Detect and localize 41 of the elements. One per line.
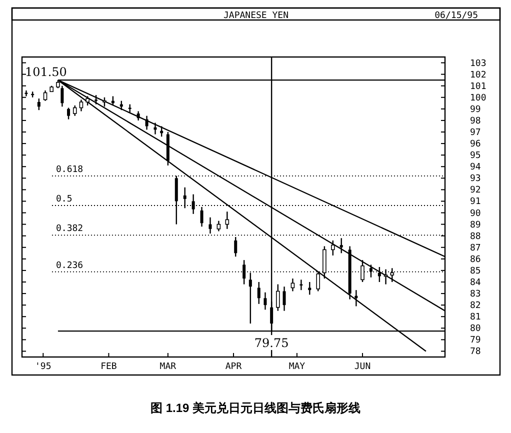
level-label: 0.236 [56, 260, 84, 271]
x-tick-label: '95 [35, 362, 52, 372]
caption: 图 1.19 美元兑日元日线图与费氏扇形线 [150, 401, 361, 415]
level-label: 0.618 [56, 164, 84, 175]
x-tick-label: MAY [288, 362, 306, 372]
chart-title: JAPANESE YEN [223, 11, 289, 21]
chart-subtitle: 06/15/95 [434, 11, 478, 21]
y-tick-label: 102 [470, 70, 486, 80]
level-label: 0.5 [56, 194, 72, 204]
x-tick-label: MAR [160, 362, 177, 372]
y-tick-label: 95 [470, 151, 481, 162]
y-tick-label: 79 [470, 336, 481, 346]
y-tick-label: 81 [470, 312, 481, 323]
x-tick-label: JUN [354, 362, 371, 372]
y-tick-label: 85 [470, 266, 481, 276]
x-tick-label: FEB [100, 362, 117, 372]
x-tick-label: APR [225, 362, 242, 372]
y-tick-label: 89 [470, 220, 481, 230]
y-tick-label: 80 [470, 324, 481, 334]
y-tick-label: 93 [470, 174, 481, 184]
y-tick-label: 82 [470, 301, 481, 312]
y-tick-label: 91 [470, 197, 481, 208]
y-tick-label: 88 [470, 232, 481, 242]
y-tick-label: 103 [470, 58, 486, 69]
y-tick-label: 83 [470, 290, 481, 300]
y-tick-label: 101 [470, 82, 486, 92]
y-tick-label: 87 [470, 243, 481, 254]
y-tick-label: 99 [470, 104, 481, 115]
y-tick-label: 90 [470, 208, 481, 219]
y-tick-label: 97 [470, 128, 481, 138]
y-tick-label: 94 [470, 162, 481, 173]
annotation: 101.50 [24, 65, 67, 80]
annotation: 79.75 [254, 336, 289, 350]
level-label: 0.382 [56, 224, 84, 234]
y-tick-label: 100 [470, 93, 486, 104]
y-tick-label: 78 [470, 347, 481, 358]
y-tick-label: 96 [470, 140, 481, 150]
y-tick-label: 84 [470, 278, 481, 288]
y-tick-label: 98 [470, 116, 481, 126]
y-tick-label: 86 [470, 254, 481, 265]
y-tick-label: 92 [470, 186, 481, 196]
